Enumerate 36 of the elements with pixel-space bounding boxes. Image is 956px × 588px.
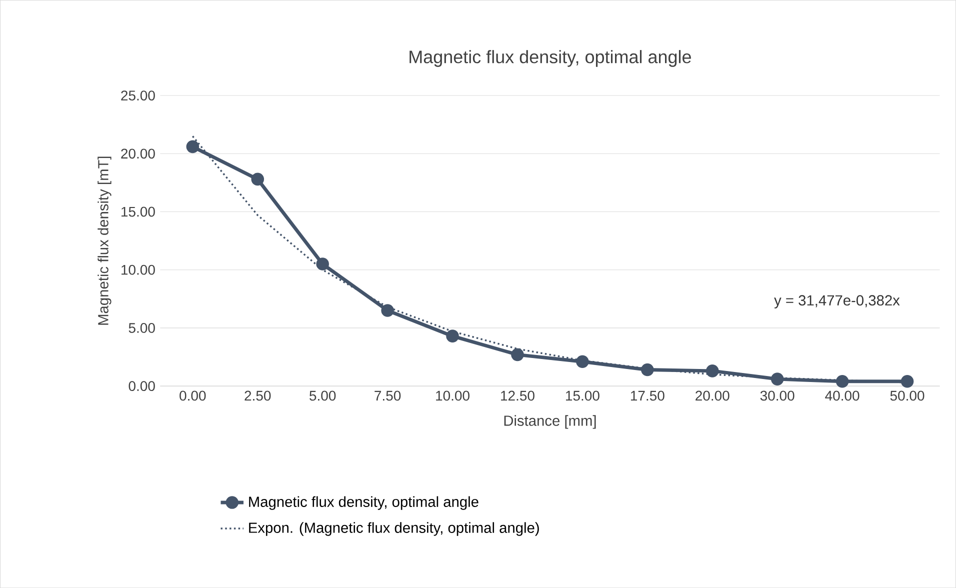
point xyxy=(836,374,849,388)
x-tick-label: 7.50 xyxy=(374,390,401,401)
x-tick-label: 50.00 xyxy=(890,390,924,401)
y-tick-label: 15.00 xyxy=(122,206,155,217)
x-tick-label: 15.00 xyxy=(566,390,600,401)
y-tick-label: 5.00 xyxy=(128,322,155,333)
point xyxy=(641,363,654,376)
x-tick-label: 0.00 xyxy=(180,390,206,401)
point xyxy=(511,348,524,361)
point xyxy=(316,258,329,270)
x-axis-title: Distance [mm] xyxy=(504,415,596,429)
legend-label: Expon. (Magnetic flux density, optimal angle) xyxy=(249,522,539,536)
point xyxy=(770,372,784,386)
y-tick-label: 0.00 xyxy=(128,381,155,391)
legend-label: Magnetic flux density, optimal angle xyxy=(249,496,478,510)
y-axis-title: Magnetic flux density [mT] xyxy=(98,156,112,325)
chart-title: Magnetic flux density, optimal angle xyxy=(410,50,691,67)
point xyxy=(576,355,589,368)
point xyxy=(900,374,914,388)
point xyxy=(446,330,459,342)
x-tick-label: 5.00 xyxy=(310,390,336,401)
y-tick-label: 20.00 xyxy=(121,148,155,159)
y-tick-label: 25.00 xyxy=(121,90,155,100)
x-tick-label: 10.00 xyxy=(436,390,470,401)
x-tick-label: 40.00 xyxy=(825,390,860,401)
point xyxy=(186,140,200,153)
y-tick-label: 10.00 xyxy=(122,264,155,275)
point xyxy=(706,364,719,378)
x-tick-label: 12.50 xyxy=(501,390,534,401)
point xyxy=(251,172,264,186)
annotation: y = 31,477e-0,382x xyxy=(774,295,900,308)
x-tick-label: 2.50 xyxy=(244,390,271,401)
x-tick-label: 17.50 xyxy=(630,390,664,401)
x-tick-label: 20.00 xyxy=(696,390,730,401)
x-tick-label: 30.00 xyxy=(760,390,794,401)
point xyxy=(381,304,394,317)
